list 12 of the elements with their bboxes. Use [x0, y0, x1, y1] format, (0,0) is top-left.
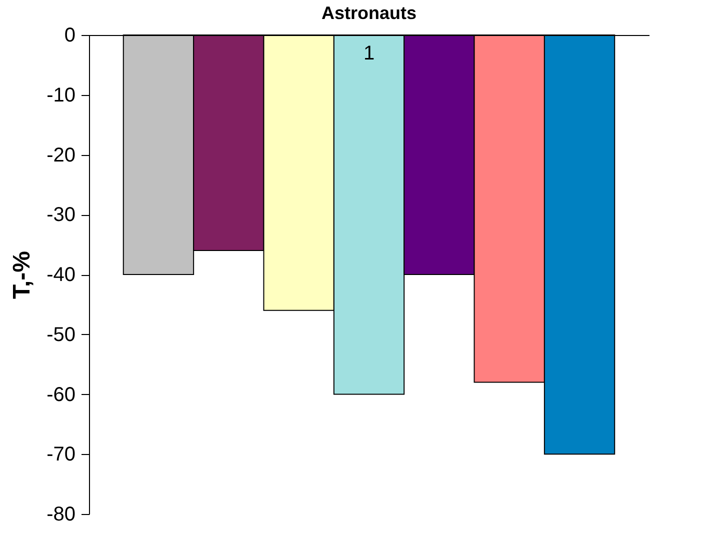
y-tick-label: -30 [46, 204, 76, 226]
chart-title: Astronauts [321, 3, 417, 23]
y-tick-label: -40 [46, 264, 76, 286]
y-tick-label: -80 [46, 504, 76, 526]
y-tick-label: -60 [46, 384, 76, 406]
x-tick-label: 1 [363, 42, 375, 64]
y-tick-label: -10 [46, 84, 76, 106]
y-axis-title: T,-% [8, 251, 36, 299]
y-tick-label: 0 [64, 24, 76, 46]
y-tick-label: -70 [46, 444, 76, 466]
y-tick-label: -50 [46, 324, 76, 346]
y-tick-label: -20 [46, 144, 76, 166]
